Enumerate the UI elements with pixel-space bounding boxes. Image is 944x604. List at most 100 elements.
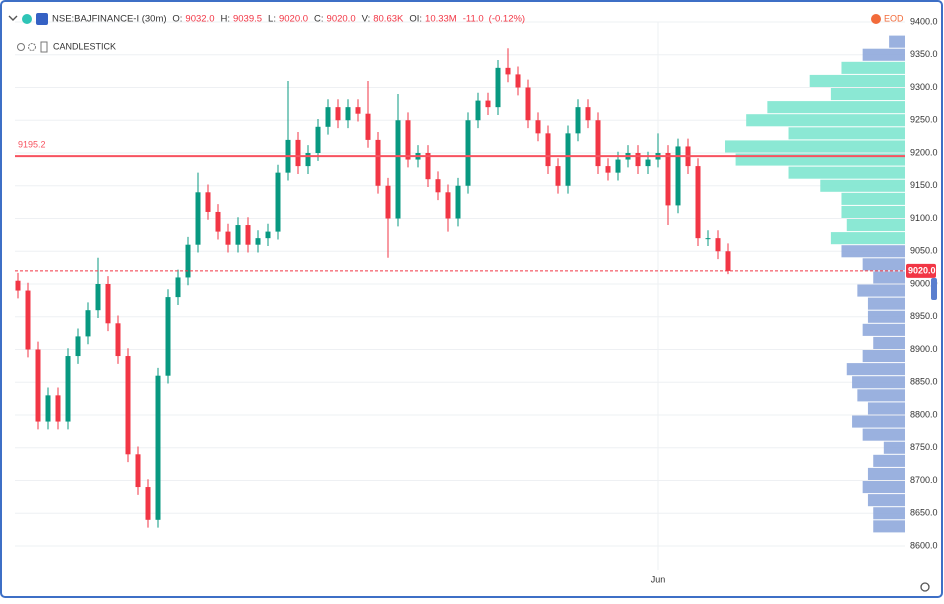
candle-body <box>665 153 671 206</box>
candle-body <box>725 251 731 271</box>
candle-body <box>55 395 61 422</box>
candle-body <box>535 120 541 134</box>
candles <box>15 48 731 528</box>
candle-body <box>45 395 51 422</box>
gear-icon[interactable] <box>920 582 930 592</box>
candle-body <box>485 100 491 108</box>
candle-body <box>165 297 171 376</box>
candle-body <box>195 192 201 245</box>
candle-body <box>575 107 581 134</box>
profile-bar <box>830 232 905 245</box>
candle-body <box>555 166 561 186</box>
profile-bar <box>867 310 905 323</box>
profile-bar <box>867 467 905 480</box>
candle-body <box>125 356 131 455</box>
profile-bar <box>841 192 905 205</box>
candle-body <box>95 284 101 311</box>
candle-body <box>475 100 481 121</box>
profile-bar <box>788 166 905 179</box>
field-label: C: <box>314 14 324 25</box>
candle-body <box>455 185 461 219</box>
profile-bar <box>862 481 905 494</box>
candle-body <box>25 290 31 350</box>
y-tick-label: 9350.0 <box>910 49 938 59</box>
candle-body <box>305 153 311 167</box>
profile-bar <box>841 245 905 258</box>
candle-body <box>315 126 321 153</box>
x-tick-label: Jun <box>651 574 666 584</box>
profile-bar <box>767 101 905 114</box>
candle-body <box>265 231 271 239</box>
profile-bar <box>862 258 905 271</box>
collapse-icon[interactable] <box>8 15 18 21</box>
profile-bar <box>788 127 905 140</box>
field-value: 9020.0 <box>279 14 308 25</box>
y-tick-label: 9200.0 <box>910 147 938 157</box>
candle-body <box>135 454 141 488</box>
change: -11.0 <box>463 14 484 25</box>
profile-bar <box>857 284 905 297</box>
profile-bar <box>746 114 905 127</box>
candle-body <box>525 87 531 121</box>
candle-body <box>175 277 181 298</box>
y-tick-label: 8700.0 <box>910 475 938 485</box>
y-tick-label: 8800.0 <box>910 409 938 419</box>
candle-body <box>705 238 711 240</box>
profile-bar <box>873 454 905 467</box>
y-tick-label: 8650.0 <box>910 508 938 518</box>
profile-bar <box>857 389 905 402</box>
volume-profile <box>725 35 905 533</box>
field-value: 9032.0 <box>185 14 214 25</box>
candle-body <box>595 120 601 167</box>
last-price-label: 9020.0 <box>908 265 936 275</box>
profile-bar <box>889 35 905 48</box>
candle-body <box>225 231 231 245</box>
scroll-handle[interactable] <box>931 278 937 300</box>
profile-bar <box>862 323 905 336</box>
profile-bar <box>873 271 905 284</box>
candle-body <box>695 166 701 239</box>
candle-body <box>445 192 451 219</box>
candle-body <box>515 74 521 88</box>
legend-header: NSE:BAJFINANCE-I (30m) O: 9032.0 H: 9039.5 L… <box>52 14 525 25</box>
candle-body <box>105 284 111 324</box>
profile-bar <box>841 61 905 74</box>
candle-body <box>675 146 681 206</box>
field-value: 80.63K <box>373 14 404 25</box>
candle-body <box>495 67 501 108</box>
symbol: NSE:BAJFINANCE-I (30m) <box>52 14 167 25</box>
candle-body <box>605 166 611 173</box>
candle-body <box>145 487 151 520</box>
field-value: 9020.0 <box>327 14 356 25</box>
eye-icon[interactable] <box>17 43 25 51</box>
candle-body <box>465 120 471 186</box>
profile-bar <box>846 219 905 232</box>
candle-body <box>295 139 301 167</box>
candle-body <box>615 159 621 173</box>
timeframe-badge[interactable]: EOD <box>884 13 904 23</box>
field-label: V: <box>362 14 371 25</box>
candle-body <box>275 172 281 232</box>
y-tick-label: 9100.0 <box>910 213 938 223</box>
candle-body <box>255 238 261 245</box>
candle-body <box>715 238 721 252</box>
candle-body <box>185 244 191 278</box>
field-label: L: <box>268 14 276 25</box>
candle-body <box>375 139 381 186</box>
horizontal-line-label: 9195.2 <box>18 140 46 150</box>
settings-icon[interactable] <box>28 43 36 51</box>
y-tick-label: 9150.0 <box>910 180 938 190</box>
candle-body <box>15 280 21 291</box>
field-label: OI: <box>409 14 422 25</box>
candle-body <box>645 159 651 167</box>
candle-body <box>205 192 211 212</box>
candle-body <box>85 310 91 337</box>
candle-body <box>365 113 371 140</box>
candle-body <box>405 120 411 160</box>
profile-bar <box>820 179 905 192</box>
profile-bar <box>830 88 905 101</box>
candle-body <box>215 211 221 232</box>
candle-body <box>65 356 71 422</box>
